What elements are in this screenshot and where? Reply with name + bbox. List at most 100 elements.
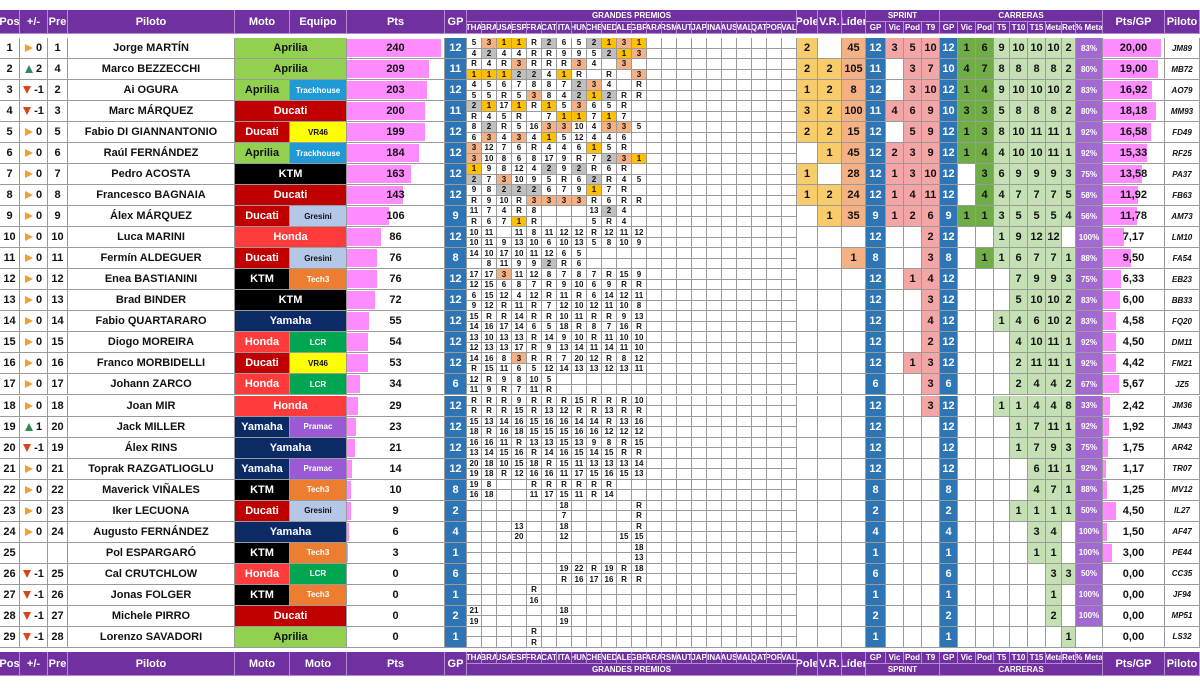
sprint-result-text: 3 xyxy=(621,59,627,69)
sprint-result: 6 xyxy=(557,38,572,49)
points-bar xyxy=(347,249,377,268)
race-result-text: R xyxy=(561,259,567,269)
team-text: Pramac xyxy=(303,422,333,432)
rider-code: JM89 xyxy=(1165,38,1200,60)
sprint-result-text: 17 xyxy=(469,269,479,279)
race-code: QAT xyxy=(752,22,767,34)
sprint-result: 2 xyxy=(512,185,527,196)
sprint-result xyxy=(722,59,737,70)
race-stat: 56% xyxy=(1076,206,1103,228)
position-change-text: 0 xyxy=(35,357,43,370)
race-stat-text: 83% xyxy=(1080,85,1097,95)
race-code-text: NED xyxy=(602,653,617,662)
points-bar xyxy=(347,438,356,457)
sprint-result xyxy=(467,584,482,596)
race-result xyxy=(467,637,482,648)
race-result-text: R xyxy=(531,637,537,647)
sprint-stat: 12 xyxy=(866,164,886,186)
sprint-result xyxy=(632,626,647,638)
race-result: 15 xyxy=(482,363,497,375)
fastest-laps: 1 xyxy=(818,143,842,165)
manufacturer: Ducati xyxy=(235,185,347,207)
sprint-result xyxy=(737,626,752,638)
sprint-result xyxy=(767,248,782,259)
race-stat xyxy=(958,248,976,270)
rider-name: Fermín ALDEGUER xyxy=(68,248,235,270)
sprint-result-text: 9 xyxy=(636,269,642,279)
sprint-result xyxy=(542,563,557,575)
race-stat xyxy=(1028,626,1046,648)
race-stat-text: 1 xyxy=(963,84,970,97)
race-result: 1 xyxy=(482,69,497,81)
race-result xyxy=(512,553,527,564)
sprint-result-text: R xyxy=(606,311,612,321)
previous-position-text: 24 xyxy=(51,525,64,538)
header-cell: Piloto xyxy=(68,652,235,676)
race-stat: 1 xyxy=(1062,416,1076,438)
sprint-result xyxy=(767,38,782,49)
race-stat-text: 5 xyxy=(998,105,1005,118)
points: 199 xyxy=(347,122,445,144)
race-result-text: R xyxy=(546,48,552,58)
sprint-result-text: 3 xyxy=(621,122,627,132)
sprint-result-text: 8 xyxy=(576,269,582,279)
race-result xyxy=(767,174,782,186)
race-result-text: 17 xyxy=(499,322,509,332)
position-change: 0 xyxy=(20,269,48,291)
sprint-stat-text: 1 xyxy=(872,588,879,601)
race-stat xyxy=(958,542,976,564)
race-result xyxy=(767,595,782,606)
race-result: R xyxy=(572,69,587,81)
sprint-result xyxy=(767,59,782,70)
race-result: 13 xyxy=(602,406,617,417)
sprint-result: 4 xyxy=(497,206,512,217)
race-stat xyxy=(994,374,1010,396)
sprint-result xyxy=(737,479,752,491)
fastest-laps xyxy=(818,584,842,606)
sprint-stat-text: 12 xyxy=(869,168,882,181)
race-result xyxy=(557,216,572,228)
race-result xyxy=(572,384,587,396)
race-result: 13 xyxy=(587,363,602,375)
gp-count-text: 12 xyxy=(449,399,462,412)
sprint-result: 9 xyxy=(557,164,572,175)
sprint-result-text: 21 xyxy=(469,606,479,616)
sprint-stat xyxy=(886,395,904,417)
race-stat: 12 xyxy=(940,269,958,291)
fastest-laps: 1 xyxy=(818,206,842,228)
poles xyxy=(797,269,818,291)
race-result: 11 xyxy=(467,384,482,396)
sprint-result xyxy=(692,437,707,449)
sprint-result xyxy=(647,38,662,49)
race-stat: 2 xyxy=(1046,605,1062,627)
sprint-result-text: 1 xyxy=(516,101,522,111)
race-result-text: 1 xyxy=(576,111,582,121)
fastest-laps-text: 2 xyxy=(826,189,833,202)
race-result: 16 xyxy=(467,490,482,501)
sprint-result-text: 12 xyxy=(499,290,509,300)
sprint-result: R xyxy=(617,143,632,154)
sprint-result xyxy=(767,437,782,449)
race-result-text: R xyxy=(576,153,582,163)
race-result xyxy=(632,111,647,123)
gp-count-text: 11 xyxy=(449,105,462,118)
race-stat-text: 1 xyxy=(998,399,1005,412)
points: 21 xyxy=(347,437,445,459)
previous-position-text: 1 xyxy=(54,42,61,54)
laps-led xyxy=(842,311,866,333)
sprint-result xyxy=(767,563,782,575)
manufacturer-text: KTM xyxy=(250,483,274,496)
race-result xyxy=(677,595,692,606)
race-result xyxy=(602,553,617,564)
race-stat xyxy=(976,605,994,627)
race-result: 17 xyxy=(512,342,527,354)
race-stat-text: 5 xyxy=(1065,189,1072,202)
race-code: HUN xyxy=(572,22,587,34)
race-result-text: R xyxy=(636,280,642,290)
race-result-text: 3 xyxy=(561,195,567,205)
sprint-result-text: R xyxy=(591,164,597,174)
race-stat-text: 10 xyxy=(1012,126,1025,139)
race-stat: 5 xyxy=(1046,206,1062,228)
previous-position-text: 3 xyxy=(54,105,61,118)
race-result xyxy=(662,427,677,438)
